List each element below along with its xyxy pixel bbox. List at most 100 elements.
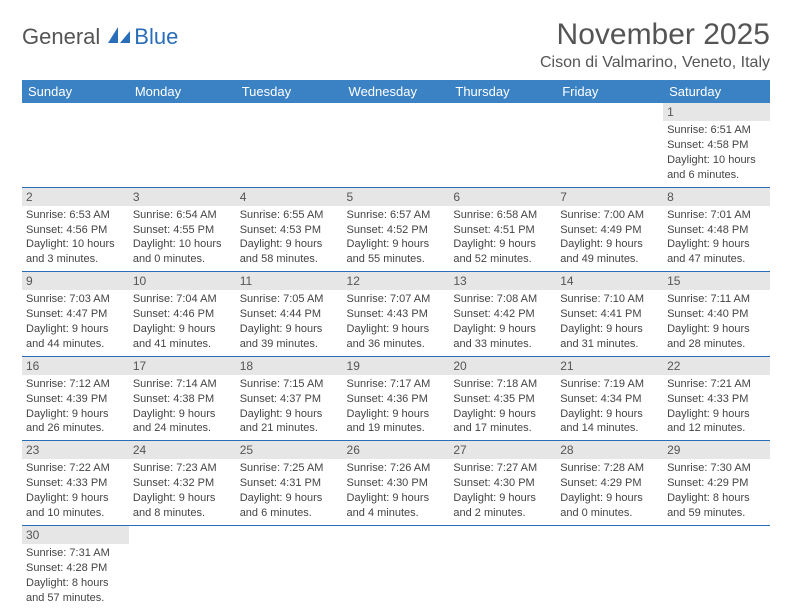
sunset-text: Sunset: 4:29 PM (667, 476, 766, 491)
daylight-text: Daylight: 9 hours (240, 407, 339, 422)
sunrise-text: Sunrise: 7:07 AM (347, 292, 446, 307)
calendar-day-cell: 15Sunrise: 7:11 AMSunset: 4:40 PMDayligh… (663, 272, 770, 357)
calendar-day-cell: 14Sunrise: 7:10 AMSunset: 4:41 PMDayligh… (556, 272, 663, 357)
sunset-text: Sunset: 4:44 PM (240, 307, 339, 322)
sunrise-text: Sunrise: 7:14 AM (133, 377, 232, 392)
calendar-day-cell: 5Sunrise: 6:57 AMSunset: 4:52 PMDaylight… (343, 187, 450, 272)
day-number: 13 (449, 272, 556, 290)
sunrise-text: Sunrise: 7:27 AM (453, 461, 552, 476)
calendar-day-cell: 29Sunrise: 7:30 AMSunset: 4:29 PMDayligh… (663, 441, 770, 526)
daylight-text: Daylight: 9 hours (240, 322, 339, 337)
day-number: 20 (449, 357, 556, 375)
calendar-empty-cell (236, 525, 343, 609)
daylight-text: Daylight: 9 hours (240, 237, 339, 252)
daylight-text: Daylight: 9 hours (347, 491, 446, 506)
daylight-text: Daylight: 9 hours (453, 322, 552, 337)
sunset-text: Sunset: 4:35 PM (453, 392, 552, 407)
calendar-day-cell: 7Sunrise: 7:00 AMSunset: 4:49 PMDaylight… (556, 187, 663, 272)
daylight-text: Daylight: 9 hours (667, 407, 766, 422)
sunrise-text: Sunrise: 7:31 AM (26, 546, 125, 561)
day-header: Thursday (449, 80, 556, 103)
calendar-week-row: 30Sunrise: 7:31 AMSunset: 4:28 PMDayligh… (22, 525, 770, 609)
day-number: 17 (129, 357, 236, 375)
sunrise-text: Sunrise: 7:18 AM (453, 377, 552, 392)
daylight-text: Daylight: 9 hours (133, 407, 232, 422)
sunset-text: Sunset: 4:32 PM (133, 476, 232, 491)
day-header: Friday (556, 80, 663, 103)
month-title: November 2025 (540, 18, 770, 52)
daylight-text: and 14 minutes. (560, 421, 659, 436)
calendar-day-cell: 30Sunrise: 7:31 AMSunset: 4:28 PMDayligh… (22, 525, 129, 609)
calendar-week-row: 16Sunrise: 7:12 AMSunset: 4:39 PMDayligh… (22, 356, 770, 441)
daylight-text: Daylight: 8 hours (667, 491, 766, 506)
calendar-day-cell: 22Sunrise: 7:21 AMSunset: 4:33 PMDayligh… (663, 356, 770, 441)
page-header: General Blue November 2025 Cison di Valm… (22, 18, 770, 72)
logo: General Blue (22, 24, 178, 50)
logo-sail-icon (106, 25, 132, 50)
sunrise-text: Sunrise: 7:10 AM (560, 292, 659, 307)
sunrise-text: Sunrise: 6:51 AM (667, 123, 766, 138)
daylight-text: and 28 minutes. (667, 337, 766, 352)
daylight-text: and 8 minutes. (133, 506, 232, 521)
day-number: 21 (556, 357, 663, 375)
sunrise-text: Sunrise: 7:28 AM (560, 461, 659, 476)
sunset-text: Sunset: 4:53 PM (240, 223, 339, 238)
daylight-text: Daylight: 9 hours (26, 407, 125, 422)
day-number: 4 (236, 188, 343, 206)
daylight-text: Daylight: 9 hours (347, 322, 446, 337)
day-number: 10 (129, 272, 236, 290)
daylight-text: Daylight: 9 hours (560, 491, 659, 506)
day-number: 30 (22, 526, 129, 544)
sunrise-text: Sunrise: 7:00 AM (560, 208, 659, 223)
daylight-text: Daylight: 9 hours (347, 407, 446, 422)
sunset-text: Sunset: 4:34 PM (560, 392, 659, 407)
sunrise-text: Sunrise: 7:15 AM (240, 377, 339, 392)
logo-text-1: General (22, 24, 100, 50)
daylight-text: and 2 minutes. (453, 506, 552, 521)
calendar-day-cell: 19Sunrise: 7:17 AMSunset: 4:36 PMDayligh… (343, 356, 450, 441)
calendar-empty-cell (22, 103, 129, 187)
day-number: 5 (343, 188, 450, 206)
calendar-day-cell: 27Sunrise: 7:27 AMSunset: 4:30 PMDayligh… (449, 441, 556, 526)
daylight-text: Daylight: 9 hours (26, 322, 125, 337)
sunrise-text: Sunrise: 7:03 AM (26, 292, 125, 307)
calendar-week-row: 23Sunrise: 7:22 AMSunset: 4:33 PMDayligh… (22, 441, 770, 526)
daylight-text: and 6 minutes. (240, 506, 339, 521)
day-header: Sunday (22, 80, 129, 103)
calendar-day-cell: 8Sunrise: 7:01 AMSunset: 4:48 PMDaylight… (663, 187, 770, 272)
calendar-empty-cell (343, 103, 450, 187)
day-number: 11 (236, 272, 343, 290)
day-number: 9 (22, 272, 129, 290)
day-number: 25 (236, 441, 343, 459)
daylight-text: Daylight: 9 hours (560, 407, 659, 422)
sunset-text: Sunset: 4:38 PM (133, 392, 232, 407)
sunrise-text: Sunrise: 7:19 AM (560, 377, 659, 392)
calendar-day-cell: 26Sunrise: 7:26 AMSunset: 4:30 PMDayligh… (343, 441, 450, 526)
day-number: 26 (343, 441, 450, 459)
daylight-text: Daylight: 9 hours (453, 491, 552, 506)
sunset-text: Sunset: 4:41 PM (560, 307, 659, 322)
sunset-text: Sunset: 4:39 PM (26, 392, 125, 407)
day-number: 3 (129, 188, 236, 206)
day-number: 14 (556, 272, 663, 290)
daylight-text: and 26 minutes. (26, 421, 125, 436)
calendar-day-cell: 28Sunrise: 7:28 AMSunset: 4:29 PMDayligh… (556, 441, 663, 526)
daylight-text: and 33 minutes. (453, 337, 552, 352)
calendar-day-cell: 17 Sunrise: 7:14 AMSunset: 4:38 PMDayligh… (129, 356, 236, 441)
calendar-day-cell: 25Sunrise: 7:25 AMSunset: 4:31 PMDayligh… (236, 441, 343, 526)
daylight-text: and 36 minutes. (347, 337, 446, 352)
daylight-text: Daylight: 9 hours (667, 237, 766, 252)
daylight-text: and 19 minutes. (347, 421, 446, 436)
daylight-text: and 21 minutes. (240, 421, 339, 436)
daylight-text: and 0 minutes. (560, 506, 659, 521)
day-number: 16 (22, 357, 129, 375)
daylight-text: and 17 minutes. (453, 421, 552, 436)
daylight-text: Daylight: 9 hours (133, 322, 232, 337)
calendar-empty-cell (129, 103, 236, 187)
sunrise-text: Sunrise: 7:12 AM (26, 377, 125, 392)
daylight-text: and 57 minutes. (26, 591, 125, 606)
sunset-text: Sunset: 4:29 PM (560, 476, 659, 491)
day-number: 29 (663, 441, 770, 459)
calendar-day-cell: 9Sunrise: 7:03 AMSunset: 4:47 PMDaylight… (22, 272, 129, 357)
sunset-text: Sunset: 4:46 PM (133, 307, 232, 322)
